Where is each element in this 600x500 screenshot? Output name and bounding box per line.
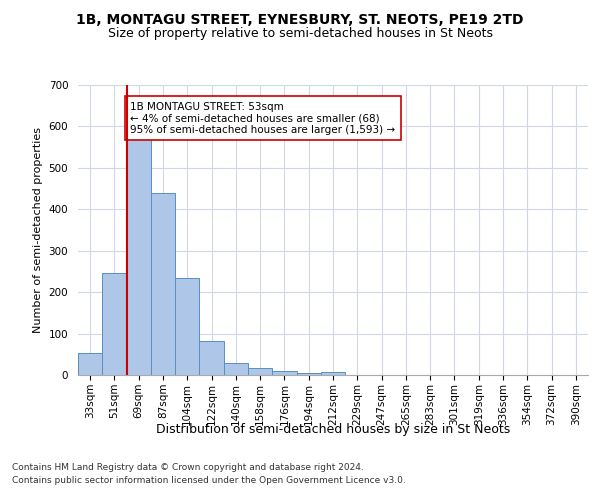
Text: 1B, MONTAGU STREET, EYNESBURY, ST. NEOTS, PE19 2TD: 1B, MONTAGU STREET, EYNESBURY, ST. NEOTS… [76,12,524,26]
Bar [321,372,345,375]
Text: 1B MONTAGU STREET: 53sqm
← 4% of semi-detached houses are smaller (68)
95% of se: 1B MONTAGU STREET: 53sqm ← 4% of semi-de… [130,102,395,135]
Bar [296,373,321,375]
Bar [102,272,127,375]
Bar [175,278,199,375]
Bar [199,340,224,375]
Y-axis label: Number of semi-detached properties: Number of semi-detached properties [33,127,43,333]
Text: Contains HM Land Registry data © Crown copyright and database right 2024.: Contains HM Land Registry data © Crown c… [12,462,364,471]
Bar [151,192,175,375]
Bar [78,353,102,375]
Bar [272,371,296,375]
Text: Size of property relative to semi-detached houses in St Neots: Size of property relative to semi-detach… [107,28,493,40]
Text: Contains public sector information licensed under the Open Government Licence v3: Contains public sector information licen… [12,476,406,485]
Bar [127,139,151,375]
Bar [248,368,272,375]
Bar [224,364,248,375]
Text: Distribution of semi-detached houses by size in St Neots: Distribution of semi-detached houses by … [156,422,510,436]
